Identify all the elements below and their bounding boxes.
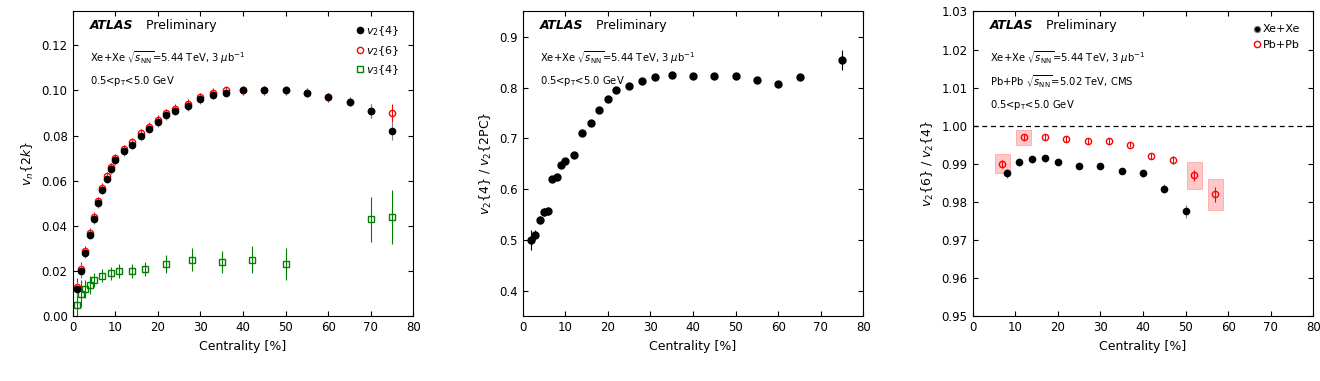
Text: Xe+Xe $\sqrt{s_{\mathrm{NN}}}$=5.44 TeV, 3 $\mu$b$^{-1}$: Xe+Xe $\sqrt{s_{\mathrm{NN}}}$=5.44 TeV,… bbox=[990, 50, 1144, 66]
Text: 0.5<p$_{\mathrm{T}}$<5.0 GeV: 0.5<p$_{\mathrm{T}}$<5.0 GeV bbox=[90, 74, 174, 88]
Text: ATLAS: ATLAS bbox=[990, 19, 1034, 32]
Bar bbox=[995, 154, 1010, 173]
Text: ATLAS: ATLAS bbox=[540, 19, 583, 32]
Text: Xe+Xe $\sqrt{s_{\mathrm{NN}}}$=5.44 TeV, 3 $\mu$b$^{-1}$: Xe+Xe $\sqrt{s_{\mathrm{NN}}}$=5.44 TeV,… bbox=[540, 50, 696, 66]
Bar bbox=[1208, 179, 1222, 210]
Text: ATLAS: ATLAS bbox=[90, 19, 133, 32]
Y-axis label: $v_{n}\{2k\}$: $v_{n}\{2k\}$ bbox=[20, 141, 36, 186]
Y-axis label: $v_{2}\{6\}$ / $v_{2}\{4\}$: $v_{2}\{6\}$ / $v_{2}\{4\}$ bbox=[920, 120, 936, 207]
X-axis label: Centrality [%]: Centrality [%] bbox=[649, 339, 737, 353]
Bar bbox=[1187, 162, 1201, 189]
Bar bbox=[1016, 130, 1031, 145]
Text: Preliminary: Preliminary bbox=[593, 19, 667, 32]
Text: Xe+Xe $\sqrt{s_{\mathrm{NN}}}$=5.44 TeV, 3 $\mu$b$^{-1}$: Xe+Xe $\sqrt{s_{\mathrm{NN}}}$=5.44 TeV,… bbox=[90, 50, 246, 66]
X-axis label: Centrality [%]: Centrality [%] bbox=[199, 339, 286, 353]
Text: 0.5<p$_{\mathrm{T}}$<5.0 GeV: 0.5<p$_{\mathrm{T}}$<5.0 GeV bbox=[990, 98, 1074, 112]
X-axis label: Centrality [%]: Centrality [%] bbox=[1100, 339, 1187, 353]
Text: Preliminary: Preliminary bbox=[1043, 19, 1117, 32]
Y-axis label: $v_{2}\{4\}$ / $v_{2}\{2\mathrm{PC}\}$: $v_{2}\{4\}$ / $v_{2}\{2\mathrm{PC}\}$ bbox=[478, 112, 494, 216]
Text: Preliminary: Preliminary bbox=[143, 19, 216, 32]
Text: Pb+Pb $\sqrt{s_{\mathrm{NN}}}$=5.02 TeV, CMS: Pb+Pb $\sqrt{s_{\mathrm{NN}}}$=5.02 TeV,… bbox=[990, 74, 1133, 90]
Text: 0.5<p$_{\mathrm{T}}$<5.0 GeV: 0.5<p$_{\mathrm{T}}$<5.0 GeV bbox=[540, 74, 624, 88]
Legend: $v_{2}\{4\}$, $v_{2}\{6\}$, $v_{3}\{4\}$: $v_{2}\{4\}$, $v_{2}\{6\}$, $v_{3}\{4\}$ bbox=[352, 20, 404, 82]
Legend: Xe+Xe, Pb+Pb: Xe+Xe, Pb+Pb bbox=[1249, 20, 1304, 54]
